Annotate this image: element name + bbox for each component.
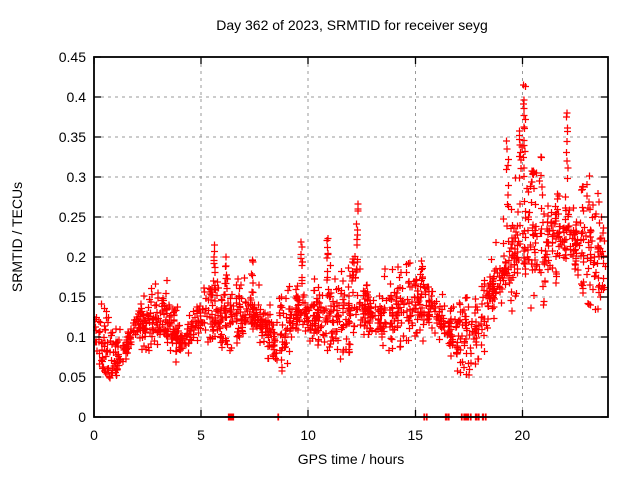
- x-tick-label: 15: [407, 427, 423, 443]
- x-axis-label: GPS time / hours: [297, 451, 405, 467]
- y-tick-label: 0.25: [59, 209, 86, 225]
- plot-border: [93, 56, 609, 418]
- y-tick-label: 0.35: [59, 129, 86, 145]
- y-tick-label: 0.45: [59, 49, 86, 65]
- x-tick-label: 0: [90, 427, 98, 443]
- x-tick-label: 10: [300, 427, 316, 443]
- y-tick-label: 0.3: [67, 169, 87, 185]
- chart-title: Day 362 of 2023, SRMTID for receiver sey…: [216, 17, 488, 33]
- y-tick-label: 0.1: [67, 329, 87, 345]
- tick-labels: 0 5 10 15 20 0 0.05 0.1 0.15 0.2 0.25 0.3 0.35 0.4 0.4…: [59, 49, 531, 443]
- gridlines: [94, 57, 608, 417]
- x-tick-label: 20: [515, 427, 531, 443]
- y-tick-label: 0.4: [67, 89, 87, 105]
- x-tick-label: 5: [197, 427, 205, 443]
- y-tick-label: 0.15: [59, 289, 86, 305]
- y-tick-label: 0.2: [67, 249, 87, 265]
- axis-ticks: [93, 56, 608, 418]
- y-tick-label: 0.05: [59, 369, 86, 385]
- y-tick-label: 0: [78, 409, 86, 425]
- scatter-points: [93, 81, 609, 382]
